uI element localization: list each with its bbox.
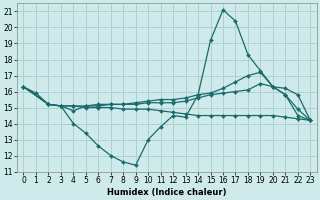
X-axis label: Humidex (Indice chaleur): Humidex (Indice chaleur) [107,188,227,197]
